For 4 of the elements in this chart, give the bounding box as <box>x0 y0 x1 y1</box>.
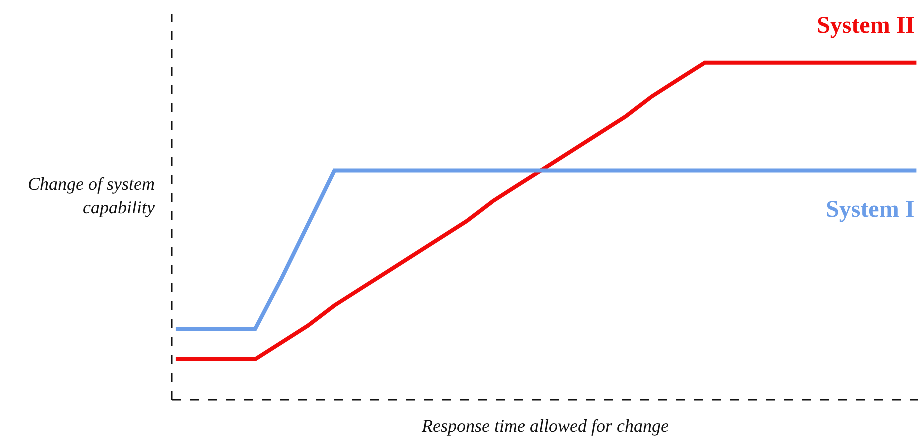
series-label: System I <box>826 197 915 223</box>
series-label: System II <box>817 13 916 39</box>
y-axis-title: Change of system capability <box>28 174 155 218</box>
x-axis-title: Response time allowed for change <box>421 416 669 436</box>
